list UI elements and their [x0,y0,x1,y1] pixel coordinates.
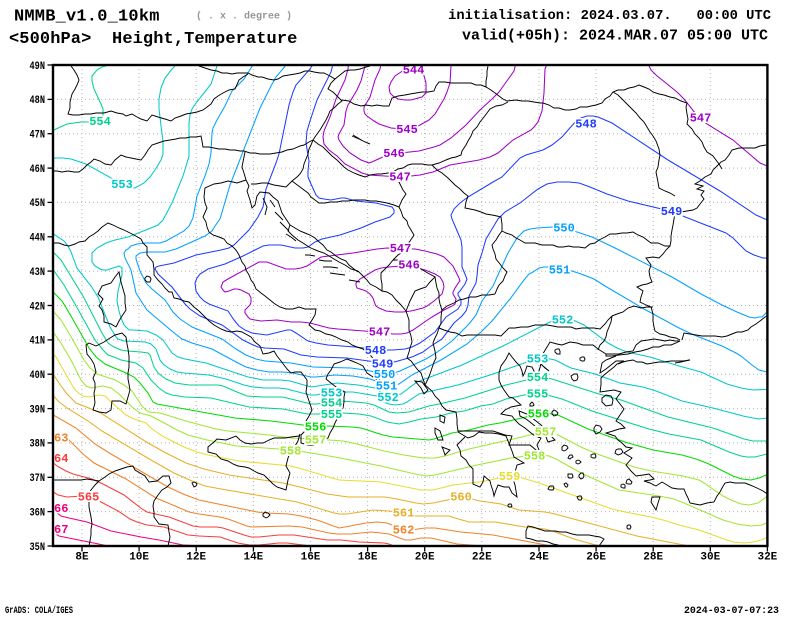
svg-text:40N: 40N [30,370,46,382]
svg-text:35N: 35N [30,542,46,554]
svg-text:32E: 32E [757,552,777,564]
svg-text:547: 547 [389,171,411,185]
svg-text:558: 558 [280,445,302,459]
svg-text:553: 553 [527,353,549,367]
svg-text:26E: 26E [586,552,606,564]
svg-text:554: 554 [321,397,343,411]
svg-text:549: 549 [372,358,394,372]
svg-text:545: 545 [396,123,418,137]
svg-text:544: 544 [403,64,425,78]
svg-text:550: 550 [374,368,396,382]
svg-text:16E: 16E [301,552,321,564]
svg-text:37N: 37N [30,473,46,485]
svg-text:554: 554 [527,371,549,385]
svg-text:547: 547 [690,112,712,126]
svg-text:554: 554 [89,115,111,129]
svg-text:<500hPa> Height,Temperature: <500hPa> Height,Temperature [9,30,297,49]
svg-text:66: 66 [54,502,68,516]
svg-text:44N: 44N [30,233,46,245]
svg-text:24E: 24E [529,552,549,564]
svg-text:36N: 36N [30,507,46,519]
svg-text:562: 562 [393,524,415,538]
svg-text:49N: 49N [30,61,46,73]
svg-text:8E: 8E [75,552,89,564]
svg-text:557: 557 [305,434,327,448]
svg-text:561: 561 [393,507,415,521]
svg-text:547: 547 [390,242,412,256]
svg-text:initialisation: 2024.03.07.: initialisation: 2024.03.07. 00:00 UTC [448,8,771,24]
svg-text:558: 558 [524,450,546,464]
svg-text:GrADS: COLA/IGES: GrADS: COLA/IGES [5,605,73,617]
svg-text:10E: 10E [129,552,149,564]
svg-text:546: 546 [398,259,420,273]
svg-text:47N: 47N [30,130,46,142]
svg-text:42N: 42N [30,301,46,313]
svg-text:39N: 39N [30,404,46,416]
svg-text:( . x . degree ): ( . x . degree ) [196,11,292,23]
svg-text:2024-03-07-07:23: 2024-03-07-07:23 [684,605,779,617]
svg-text:14E: 14E [243,552,263,564]
svg-text:67: 67 [54,523,68,537]
svg-text:NMMB_v1.0_10km: NMMB_v1.0_10km [14,8,160,27]
svg-text:550: 550 [553,222,575,236]
svg-text:548: 548 [365,344,387,358]
svg-text:64: 64 [54,452,68,466]
svg-text:12E: 12E [186,552,206,564]
svg-text:546: 546 [383,147,405,161]
svg-text:41N: 41N [30,336,46,348]
svg-text:63: 63 [54,432,68,446]
svg-text:valid(+05h): 2024.MAR.07 05:00: valid(+05h): 2024.MAR.07 05:00 UTC [462,28,768,45]
svg-text:551: 551 [549,264,571,278]
svg-text:43N: 43N [30,267,46,279]
svg-text:556: 556 [528,408,550,422]
svg-text:556: 556 [305,421,327,435]
svg-text:30E: 30E [700,552,720,564]
svg-text:46N: 46N [30,164,46,176]
svg-text:547: 547 [369,326,391,340]
svg-text:48N: 48N [30,95,46,107]
svg-text:549: 549 [661,205,683,219]
svg-text:20E: 20E [415,552,435,564]
svg-text:560: 560 [450,491,472,505]
svg-text:38N: 38N [30,439,46,451]
svg-text:551: 551 [376,380,398,394]
svg-text:555: 555 [321,408,343,422]
svg-text:45N: 45N [30,198,46,210]
svg-text:22E: 22E [472,552,492,564]
svg-text:18E: 18E [358,552,378,564]
svg-text:552: 552 [552,314,574,328]
svg-text:559: 559 [499,470,521,484]
svg-text:555: 555 [527,388,549,402]
svg-text:557: 557 [535,426,557,440]
svg-text:552: 552 [377,391,399,405]
svg-text:565: 565 [78,491,100,505]
svg-text:548: 548 [575,118,597,132]
svg-text:553: 553 [111,178,133,192]
svg-text:28E: 28E [643,552,663,564]
